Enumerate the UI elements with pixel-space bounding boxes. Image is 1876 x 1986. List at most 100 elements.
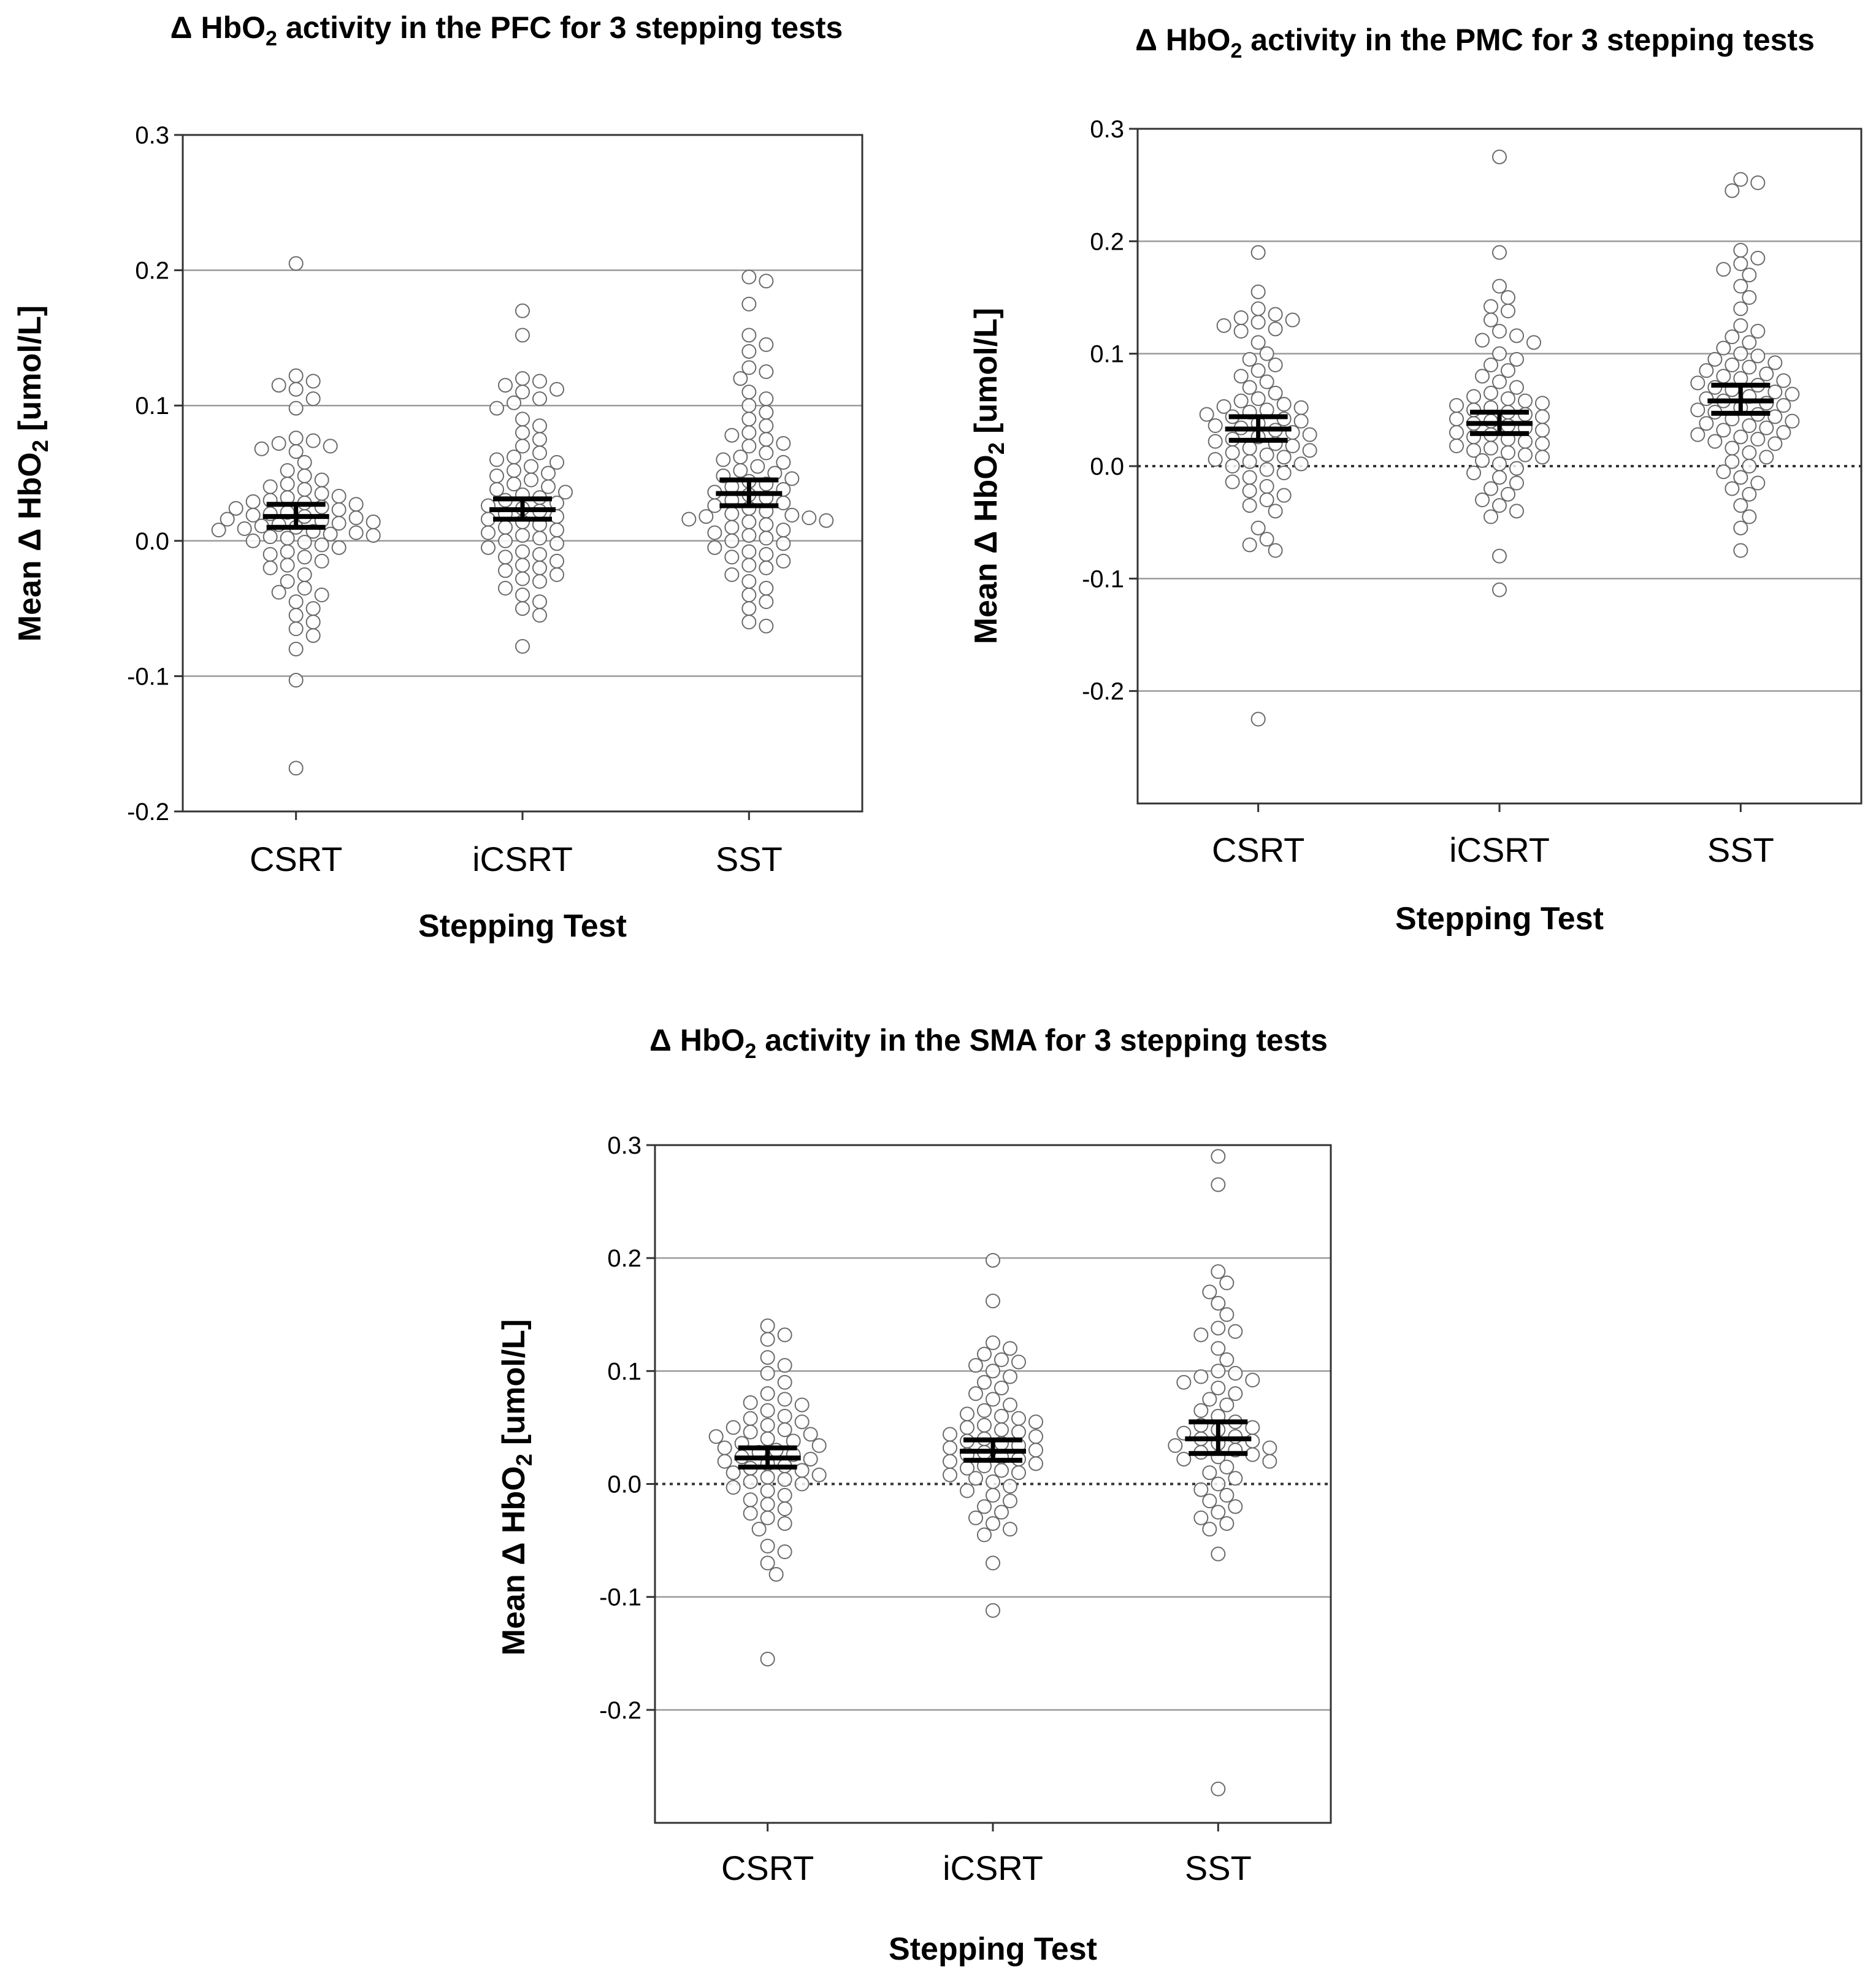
data-point [1716, 262, 1731, 277]
data-point [1725, 183, 1740, 198]
data-point [1750, 348, 1766, 364]
data-point [1492, 324, 1507, 339]
data-point [777, 1422, 792, 1438]
data-point [1250, 284, 1266, 299]
data-point [1484, 358, 1498, 372]
data-point [1484, 481, 1498, 496]
data-point [760, 1497, 775, 1512]
y-tick-label: 0.0 [607, 1471, 641, 1498]
data-point [1268, 358, 1283, 372]
data-point [943, 1440, 957, 1455]
data-point [741, 360, 757, 375]
data-point [1285, 439, 1300, 453]
data-point [776, 454, 791, 470]
data-point [1501, 363, 1515, 378]
data-point [481, 512, 496, 527]
data-point [532, 432, 547, 447]
data-point [759, 405, 774, 420]
data-point [331, 516, 346, 531]
data-point [777, 1374, 792, 1390]
data-point [288, 401, 304, 416]
data-point [741, 269, 757, 285]
data-point [741, 343, 757, 359]
data-point [776, 536, 791, 551]
data-point [1509, 351, 1524, 367]
data-point [994, 1505, 1009, 1520]
data-point [977, 1374, 992, 1390]
data-point [1208, 418, 1223, 433]
y-tick-label: -0.1 [1082, 566, 1124, 592]
data-point [1211, 1380, 1226, 1395]
data-point [760, 1470, 775, 1485]
data-point [532, 391, 547, 407]
data-point [759, 581, 774, 596]
data-point [1216, 399, 1231, 414]
data-point [1785, 413, 1800, 429]
data-point [1690, 375, 1706, 391]
data-point [741, 601, 757, 616]
data-point [724, 550, 740, 565]
data-point [741, 398, 757, 413]
data-point [760, 1332, 775, 1347]
data-point [760, 1510, 775, 1525]
data-point [1285, 312, 1300, 328]
data-point [759, 594, 774, 610]
data-point [1750, 175, 1766, 190]
data-point [760, 1431, 775, 1446]
data-point [760, 1366, 775, 1381]
data-point [297, 481, 312, 497]
data-point [1211, 1321, 1226, 1336]
data-point [724, 533, 740, 548]
data-point [1733, 498, 1748, 513]
data-point [1250, 391, 1266, 406]
data-point [994, 1352, 1009, 1367]
data-point [541, 466, 556, 481]
data-point [1228, 1499, 1243, 1514]
data-point [1003, 1397, 1017, 1413]
data-point [1742, 486, 1757, 502]
data-point [1168, 1438, 1183, 1453]
data-point [986, 1392, 1000, 1407]
data-point [943, 1467, 957, 1482]
data-point [741, 439, 757, 454]
data-point [1725, 481, 1740, 496]
data-point [777, 1516, 792, 1531]
data-point [1501, 391, 1515, 406]
data-point [1716, 369, 1731, 384]
data-point [314, 537, 329, 553]
data-point [515, 439, 530, 454]
data-point [515, 527, 530, 543]
data-point [977, 1417, 992, 1433]
data-point [1276, 450, 1292, 465]
data-point [707, 525, 722, 540]
data-point [741, 558, 757, 573]
data-point [280, 573, 295, 589]
data-point [331, 540, 346, 555]
data-point [297, 581, 312, 596]
data-point [1250, 301, 1266, 316]
data-point [1767, 436, 1783, 451]
data-point [1725, 358, 1740, 372]
data-point [1259, 346, 1274, 361]
data-point [1242, 498, 1257, 513]
y-axis-label: Mean Δ HbO2 [umol/L] [12, 305, 53, 642]
data-point [1250, 363, 1266, 378]
data-point [1475, 332, 1490, 348]
data-point [1733, 278, 1748, 294]
data-point [717, 1440, 732, 1455]
data-point [305, 615, 321, 630]
data-point [1219, 1275, 1235, 1290]
x-axis-label: Stepping Test [418, 908, 627, 944]
data-point [532, 573, 547, 589]
data-point [1250, 315, 1266, 330]
data-point [768, 1566, 784, 1582]
data-point [1242, 470, 1257, 485]
data-point [1262, 1440, 1277, 1455]
data-point [515, 571, 530, 586]
data-point [1449, 412, 1464, 426]
data-point [819, 513, 834, 528]
data-point [759, 531, 774, 546]
data-point [549, 454, 564, 470]
data-point [1219, 1459, 1235, 1474]
